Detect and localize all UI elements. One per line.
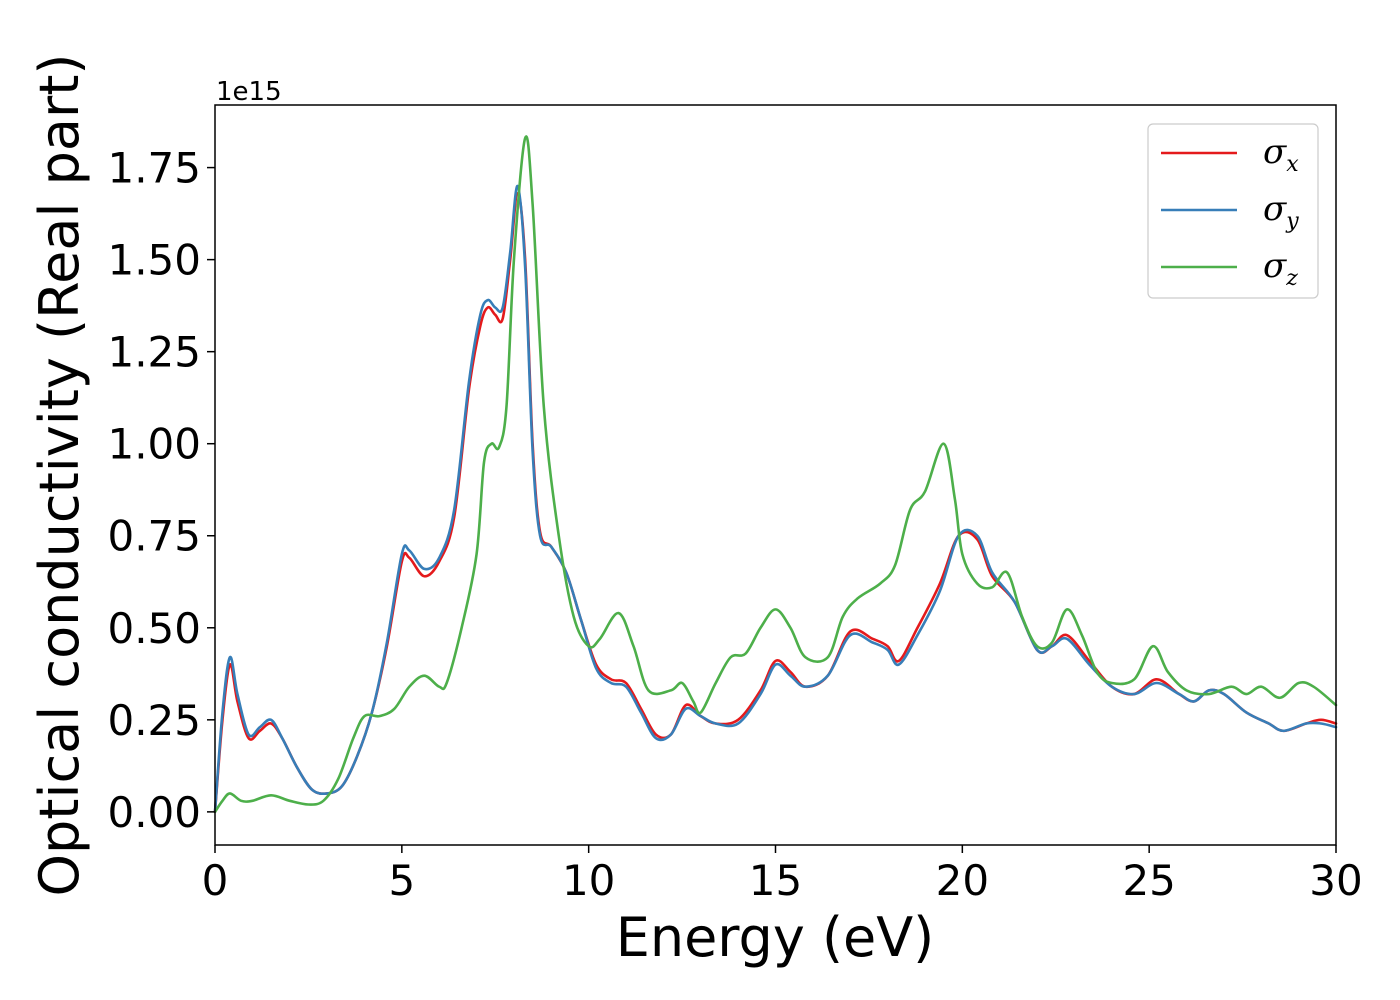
y-tick-label: 0.25 bbox=[107, 696, 201, 745]
legend-label-x: σx bbox=[1263, 132, 1299, 177]
y-tick-label: 0.50 bbox=[107, 604, 201, 653]
x-tick-label: 0 bbox=[202, 856, 229, 905]
y-tick-label: 1.00 bbox=[107, 420, 201, 469]
y-axis-label: Optical conductivity (Real part) bbox=[28, 54, 91, 897]
x-tick-label: 10 bbox=[562, 856, 615, 905]
legend-label-y: σy bbox=[1263, 189, 1299, 234]
y-tick-label: 1.75 bbox=[107, 144, 201, 193]
series-line-z bbox=[213, 135, 1338, 814]
legend-label-z: σz bbox=[1263, 246, 1298, 291]
y-offset-label: 1e15 bbox=[216, 77, 282, 107]
legend: σx σy σz bbox=[1147, 123, 1319, 299]
x-axis: 0 5 10 15 20 25 30 bbox=[202, 845, 1363, 905]
y-tick-label: 1.25 bbox=[107, 328, 201, 377]
x-tick-label: 15 bbox=[749, 856, 802, 905]
y-tick-label: 0.00 bbox=[107, 788, 201, 837]
x-axis-label: Energy (eV) bbox=[616, 906, 935, 969]
x-tick-label: 25 bbox=[1122, 856, 1175, 905]
x-tick-label: 30 bbox=[1309, 856, 1362, 905]
y-tick-label: 1.50 bbox=[107, 236, 201, 285]
x-tick-label: 5 bbox=[388, 856, 415, 905]
y-tick-label: 0.75 bbox=[107, 512, 201, 561]
y-axis: 0.00 0.25 0.50 0.75 1.00 1.25 1.50 1.75 bbox=[107, 144, 215, 837]
x-tick-label: 20 bbox=[936, 856, 989, 905]
plot-lines bbox=[213, 135, 1338, 814]
